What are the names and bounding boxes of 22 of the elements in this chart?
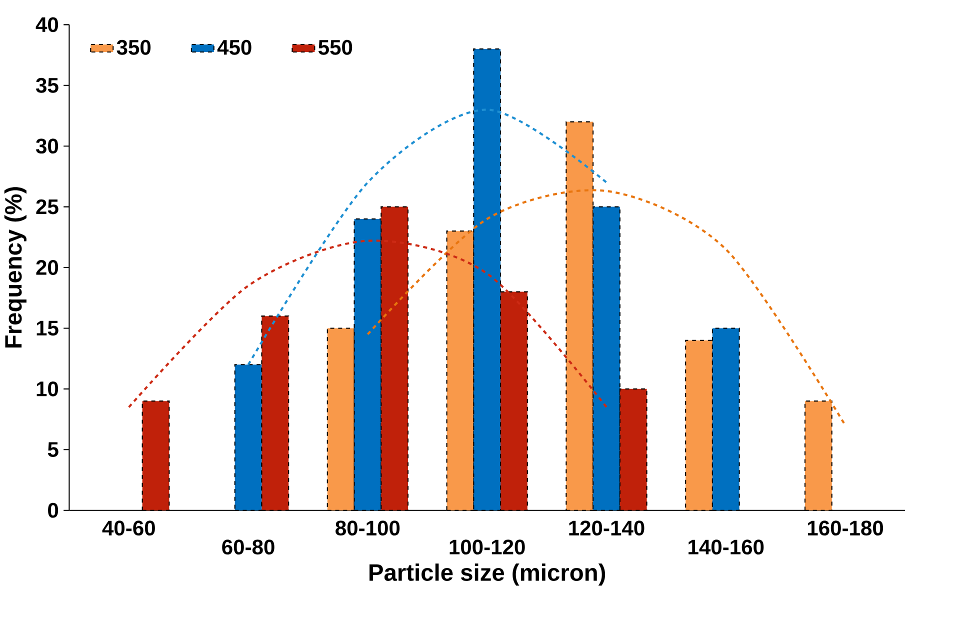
y-tick-label: 20 [36,260,58,276]
x-tick-label: 120-140 [569,520,644,536]
y-tick-label: 30 [36,138,58,154]
x-tick-label: 140-160 [688,540,764,555]
x-tick-label: 160-180 [808,520,884,536]
x-tick-label: 100-120 [450,540,525,555]
y-tick-label: 10 [36,382,58,396]
y-axis-title: Frequency (%) [4,187,26,348]
y-tick-label: 40 [36,17,58,32]
y-tick-label: 35 [36,78,58,93]
line-series [366,189,846,426]
x-tick-label: 80-100 [336,520,400,536]
y-tick-label: 0 [48,502,58,518]
legend-label: 350 [116,40,151,55]
y-tick-label: 5 [48,442,58,458]
x-axis-title: Particle size (micron) [370,564,606,586]
legend-label: 550 [318,40,352,55]
y-tick-label: 15 [36,320,58,336]
y-tick-label: 25 [36,199,58,214]
x-tick-label: 40-60 [102,520,155,536]
x-tick-label: 60-80 [222,540,274,555]
legend-label: 450 [217,40,252,55]
